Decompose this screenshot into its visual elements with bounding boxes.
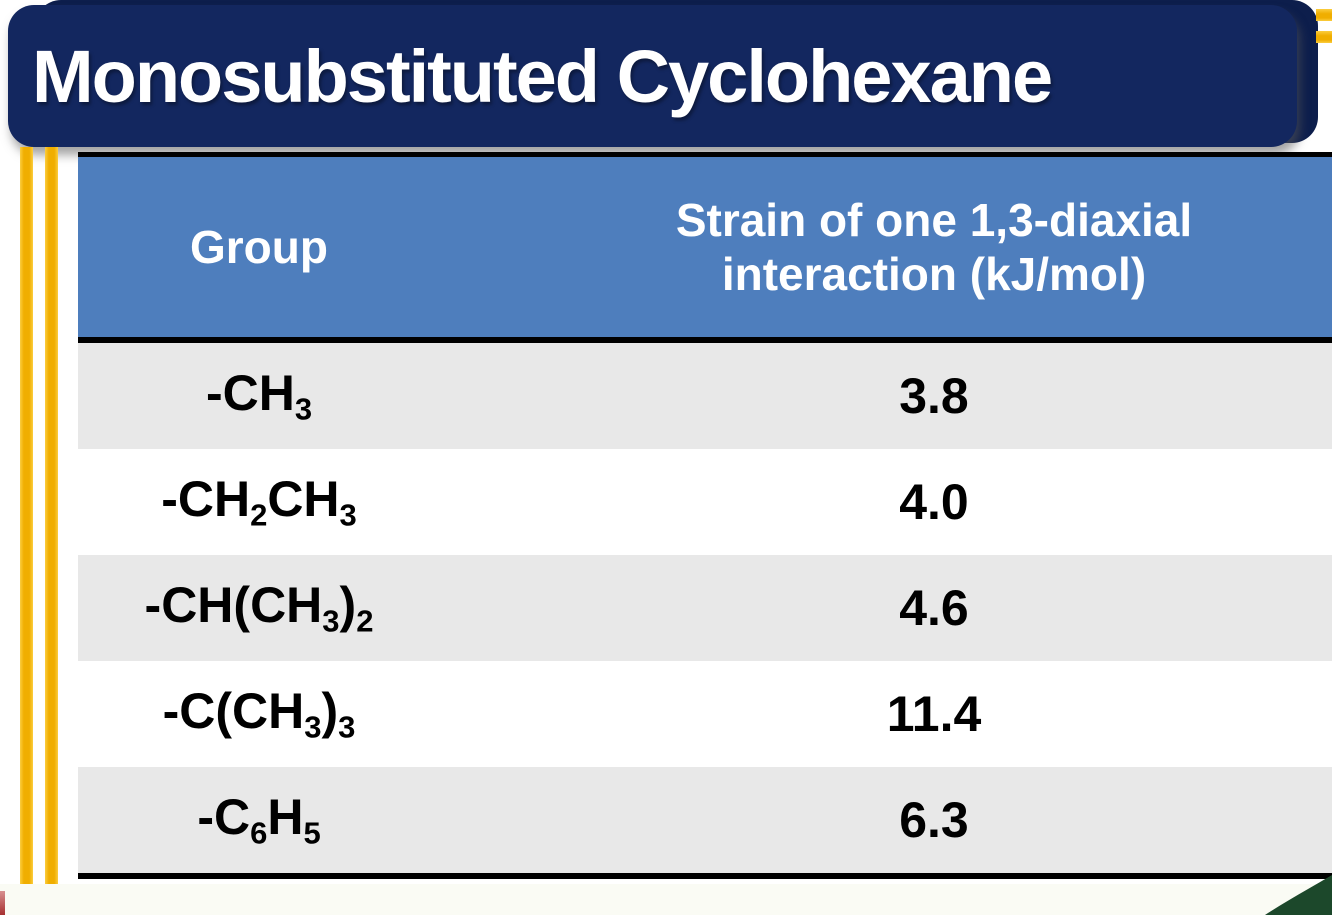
table-row: -CH3 3.8 [78, 343, 1332, 449]
table-header-row: Group Strain of one 1,3-diaxial interact… [78, 157, 1332, 343]
table-row: -CH(CH3)2 4.6 [78, 555, 1332, 661]
group-formula: -CH3 [205, 365, 313, 427]
corner-swoosh-graphic [1265, 875, 1332, 915]
slide-title: Monosubstituted Cyclohexane [32, 34, 1053, 118]
strain-table: Group Strain of one 1,3-diaxial interact… [78, 152, 1332, 879]
strain-value: 11.4 [886, 686, 982, 742]
corner-red-accent [0, 891, 5, 915]
table-row: -CH2CH3 4.0 [78, 449, 1332, 555]
strain-value: 3.8 [899, 368, 969, 424]
top-right-accent-stripe-1 [1316, 9, 1332, 21]
group-formula: -CH(CH3)2 [144, 577, 374, 639]
table-body: -CH3 3.8 -CH2CH3 4.0 -CH(CH3)2 4.6 -C(CH3)3 11.… [78, 343, 1332, 873]
table-row: -C6H5 6.3 [78, 767, 1332, 873]
group-formula: -C(CH3)3 [162, 683, 356, 745]
left-accent-stripe-1 [20, 147, 33, 915]
strain-value: 4.0 [899, 474, 969, 530]
column-header-strain: Strain of one 1,3-diaxial interaction (k… [675, 193, 1193, 300]
strain-value: 6.3 [899, 792, 969, 848]
group-formula: -C6H5 [197, 789, 321, 851]
title-banner: Monosubstituted Cyclohexane [8, 5, 1297, 147]
left-accent-stripe-2 [45, 147, 58, 915]
group-formula: -CH2CH3 [161, 471, 357, 533]
bottom-background-band [0, 884, 1332, 915]
strain-value: 4.6 [899, 580, 969, 636]
table-row: -C(CH3)3 11.4 [78, 661, 1332, 767]
column-header-group: Group [190, 221, 328, 273]
top-right-accent-stripe-2 [1316, 31, 1332, 43]
